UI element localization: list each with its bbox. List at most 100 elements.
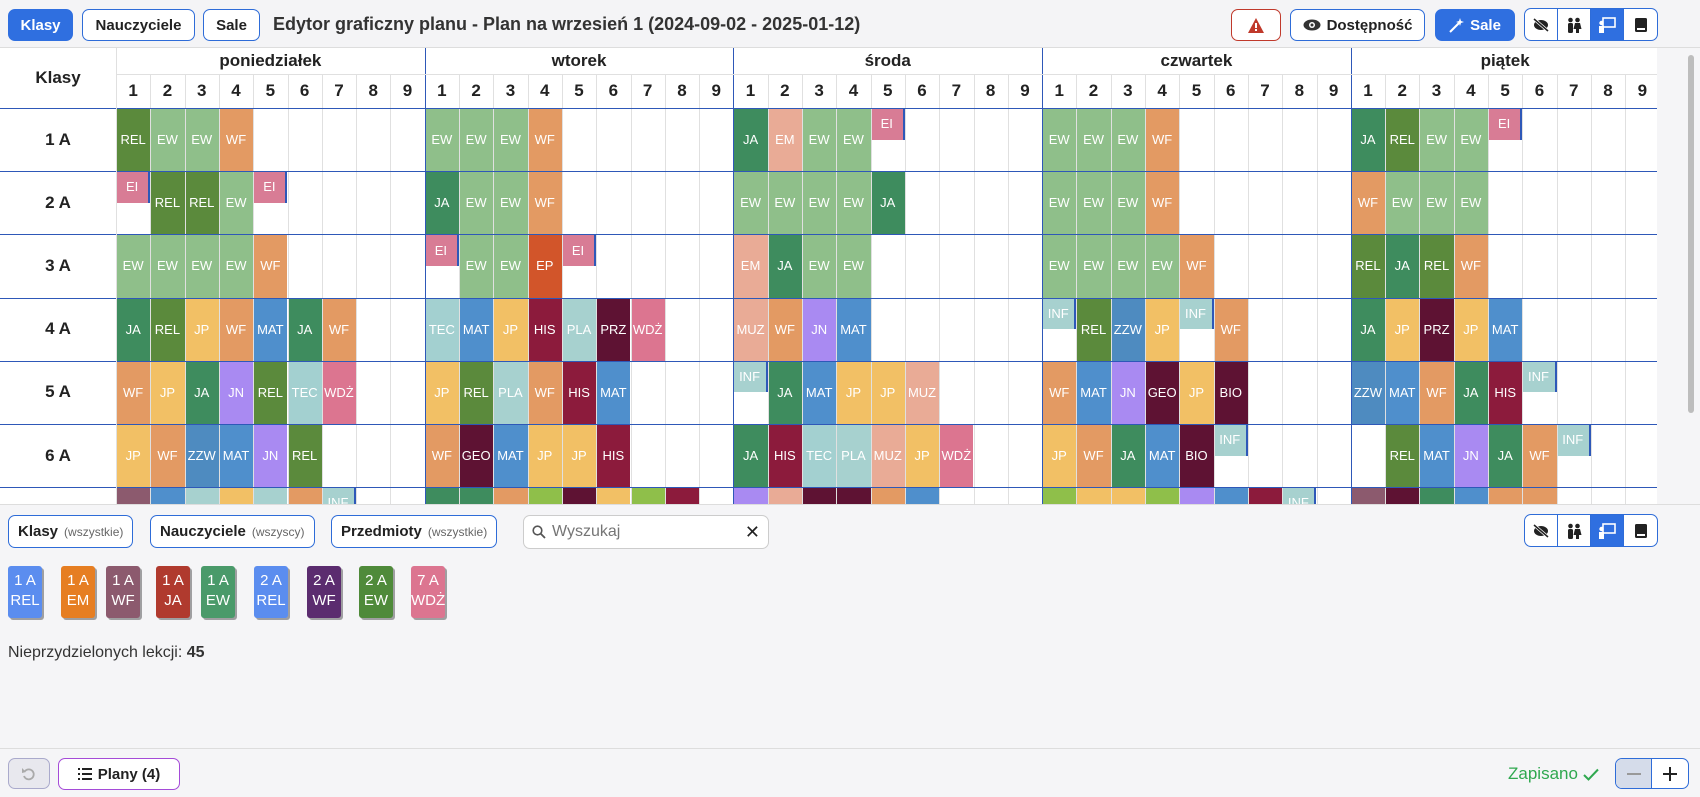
lesson-cell[interactable]: EW xyxy=(1042,171,1077,235)
lesson-cell[interactable] xyxy=(459,487,494,504)
lesson-cell[interactable]: BIO xyxy=(1213,360,1248,424)
lesson-cell[interactable]: EM xyxy=(767,108,802,172)
lesson-cell[interactable]: EW xyxy=(493,171,528,235)
lesson-cell[interactable]: INF xyxy=(1282,487,1317,504)
lesson-cell[interactable]: REL xyxy=(1350,234,1386,298)
lesson-cell[interactable]: WF xyxy=(1419,360,1454,424)
lesson-cell[interactable] xyxy=(904,487,940,504)
lesson-cell[interactable]: EW xyxy=(1076,171,1111,235)
lesson-cell[interactable] xyxy=(1179,487,1214,504)
class-row-label[interactable]: 2 A xyxy=(45,192,71,212)
unassigned-lesson-card[interactable]: 1 A EM xyxy=(61,566,95,618)
panel-hide-view-button[interactable] xyxy=(1525,515,1558,546)
filter-teachers[interactable]: Nauczyciele (wszyscy) xyxy=(150,515,315,548)
lesson-cell[interactable]: MAT xyxy=(493,424,528,488)
lesson-cell[interactable]: JA xyxy=(287,297,322,361)
lesson-cell[interactable]: EW xyxy=(1042,108,1077,172)
lesson-cell[interactable]: EW xyxy=(1419,171,1454,235)
lesson-cell[interactable]: JA xyxy=(1350,108,1386,172)
lesson-cell[interactable]: JP xyxy=(1453,297,1488,361)
zoom-in-button[interactable] xyxy=(1652,759,1688,788)
lesson-cell[interactable] xyxy=(802,487,837,504)
lesson-cell[interactable]: JP xyxy=(1042,424,1077,488)
lesson-cell[interactable]: INF xyxy=(1556,424,1591,456)
lesson-cell[interactable]: MAT xyxy=(596,360,631,424)
lesson-cell[interactable]: EI xyxy=(561,234,597,266)
lesson-cell[interactable] xyxy=(836,487,871,504)
lesson-cell[interactable]: INF xyxy=(1213,424,1248,456)
lesson-cell[interactable]: JP xyxy=(870,360,905,424)
lesson-cell[interactable]: WF xyxy=(1145,108,1180,172)
tab-teachers[interactable]: Nauczyciele xyxy=(82,9,195,41)
lesson-cell[interactable]: EW xyxy=(802,171,837,235)
lesson-cell[interactable]: WDŻ xyxy=(321,360,357,424)
lesson-cell[interactable] xyxy=(870,487,905,504)
class-row-label[interactable]: 1 A xyxy=(45,129,71,149)
vertical-scrollbar[interactable] xyxy=(1688,55,1694,413)
lesson-cell[interactable]: WF xyxy=(527,108,562,172)
lesson-cell[interactable]: INF xyxy=(1179,297,1214,330)
lesson-cell[interactable]: JP xyxy=(561,424,597,488)
lesson-cell[interactable]: MAT xyxy=(802,360,837,424)
lesson-cell[interactable]: HIS xyxy=(596,424,631,488)
lesson-cell[interactable]: EW xyxy=(459,108,494,172)
lesson-cell[interactable]: EW xyxy=(802,108,837,172)
filter-subjects[interactable]: Przedmioty (wszystkie) xyxy=(331,515,498,548)
lesson-cell[interactable]: WF xyxy=(321,297,357,361)
lesson-cell[interactable]: EI xyxy=(424,234,459,266)
lesson-cell[interactable] xyxy=(1350,487,1386,504)
lesson-cell[interactable]: JP xyxy=(836,360,871,424)
lesson-cell[interactable]: EW xyxy=(836,108,871,172)
lesson-cell[interactable]: REL xyxy=(1385,108,1420,172)
unassigned-lesson-card[interactable]: 1 A JA xyxy=(156,566,190,618)
lesson-cell[interactable]: TEC xyxy=(802,424,837,488)
lesson-cell[interactable]: EW xyxy=(150,108,185,172)
lesson-cell[interactable]: MAT xyxy=(253,297,288,361)
lesson-cell[interactable]: WF xyxy=(424,424,459,488)
lesson-cell[interactable]: ZZW xyxy=(184,424,219,488)
lesson-cell[interactable]: EW xyxy=(1419,108,1454,172)
lesson-cell[interactable]: JA xyxy=(184,360,219,424)
lesson-cell[interactable]: REL xyxy=(459,360,494,424)
lesson-cell[interactable]: REL xyxy=(116,108,151,172)
unassigned-lesson-card[interactable]: 1 A REL xyxy=(8,566,42,618)
lesson-cell[interactable] xyxy=(1247,487,1283,504)
lesson-cell[interactable] xyxy=(1488,487,1523,504)
availability-button[interactable]: Dostępność xyxy=(1290,9,1425,41)
lesson-cell[interactable]: EI xyxy=(1488,108,1523,140)
lesson-cell[interactable]: BIO xyxy=(1179,424,1214,488)
lesson-cell[interactable]: MAT xyxy=(1419,424,1454,488)
unassigned-lesson-card[interactable]: 2 A REL xyxy=(254,566,288,618)
lesson-cell[interactable] xyxy=(630,487,665,504)
lesson-cell[interactable]: WF xyxy=(253,234,288,298)
lesson-cell[interactable]: JP xyxy=(1179,360,1214,424)
lesson-cell[interactable]: MAT xyxy=(1385,360,1420,424)
lesson-cell[interactable]: WF xyxy=(1350,171,1386,235)
lesson-cell[interactable] xyxy=(1042,487,1077,504)
lesson-cell[interactable]: ZZW xyxy=(1110,297,1145,361)
lesson-cell[interactable]: EI xyxy=(253,171,288,203)
rooms-wand-button[interactable]: Sale xyxy=(1435,9,1515,41)
lesson-cell[interactable] xyxy=(424,487,459,504)
lesson-cell[interactable] xyxy=(767,487,802,504)
people-view-button[interactable] xyxy=(1558,9,1591,40)
lesson-cell[interactable]: EW xyxy=(1385,171,1420,235)
lesson-cell[interactable]: JP xyxy=(184,297,219,361)
lesson-cell[interactable]: GEO xyxy=(459,424,494,488)
lesson-cell[interactable] xyxy=(561,487,597,504)
lesson-cell[interactable]: JN xyxy=(802,297,837,361)
lesson-cell[interactable]: PLA xyxy=(836,424,871,488)
lesson-cell[interactable]: EW xyxy=(424,108,459,172)
class-row-label[interactable]: 6 A xyxy=(45,445,71,465)
lesson-cell[interactable]: MAT xyxy=(1145,424,1180,488)
lesson-cell[interactable]: HIS xyxy=(527,297,562,361)
lesson-cell[interactable] xyxy=(527,487,562,504)
lesson-cell[interactable]: REL xyxy=(287,424,322,488)
filter-classes[interactable]: Klasy (wszystkie) xyxy=(8,515,134,548)
lesson-cell[interactable] xyxy=(253,487,288,504)
lesson-cell[interactable]: EW xyxy=(184,234,219,298)
unassigned-lesson-card[interactable]: 2 A EW xyxy=(359,566,393,618)
lesson-cell[interactable]: JP xyxy=(1145,297,1180,361)
lesson-cell[interactable]: EW xyxy=(1453,171,1488,235)
lesson-cell[interactable] xyxy=(1385,487,1420,504)
